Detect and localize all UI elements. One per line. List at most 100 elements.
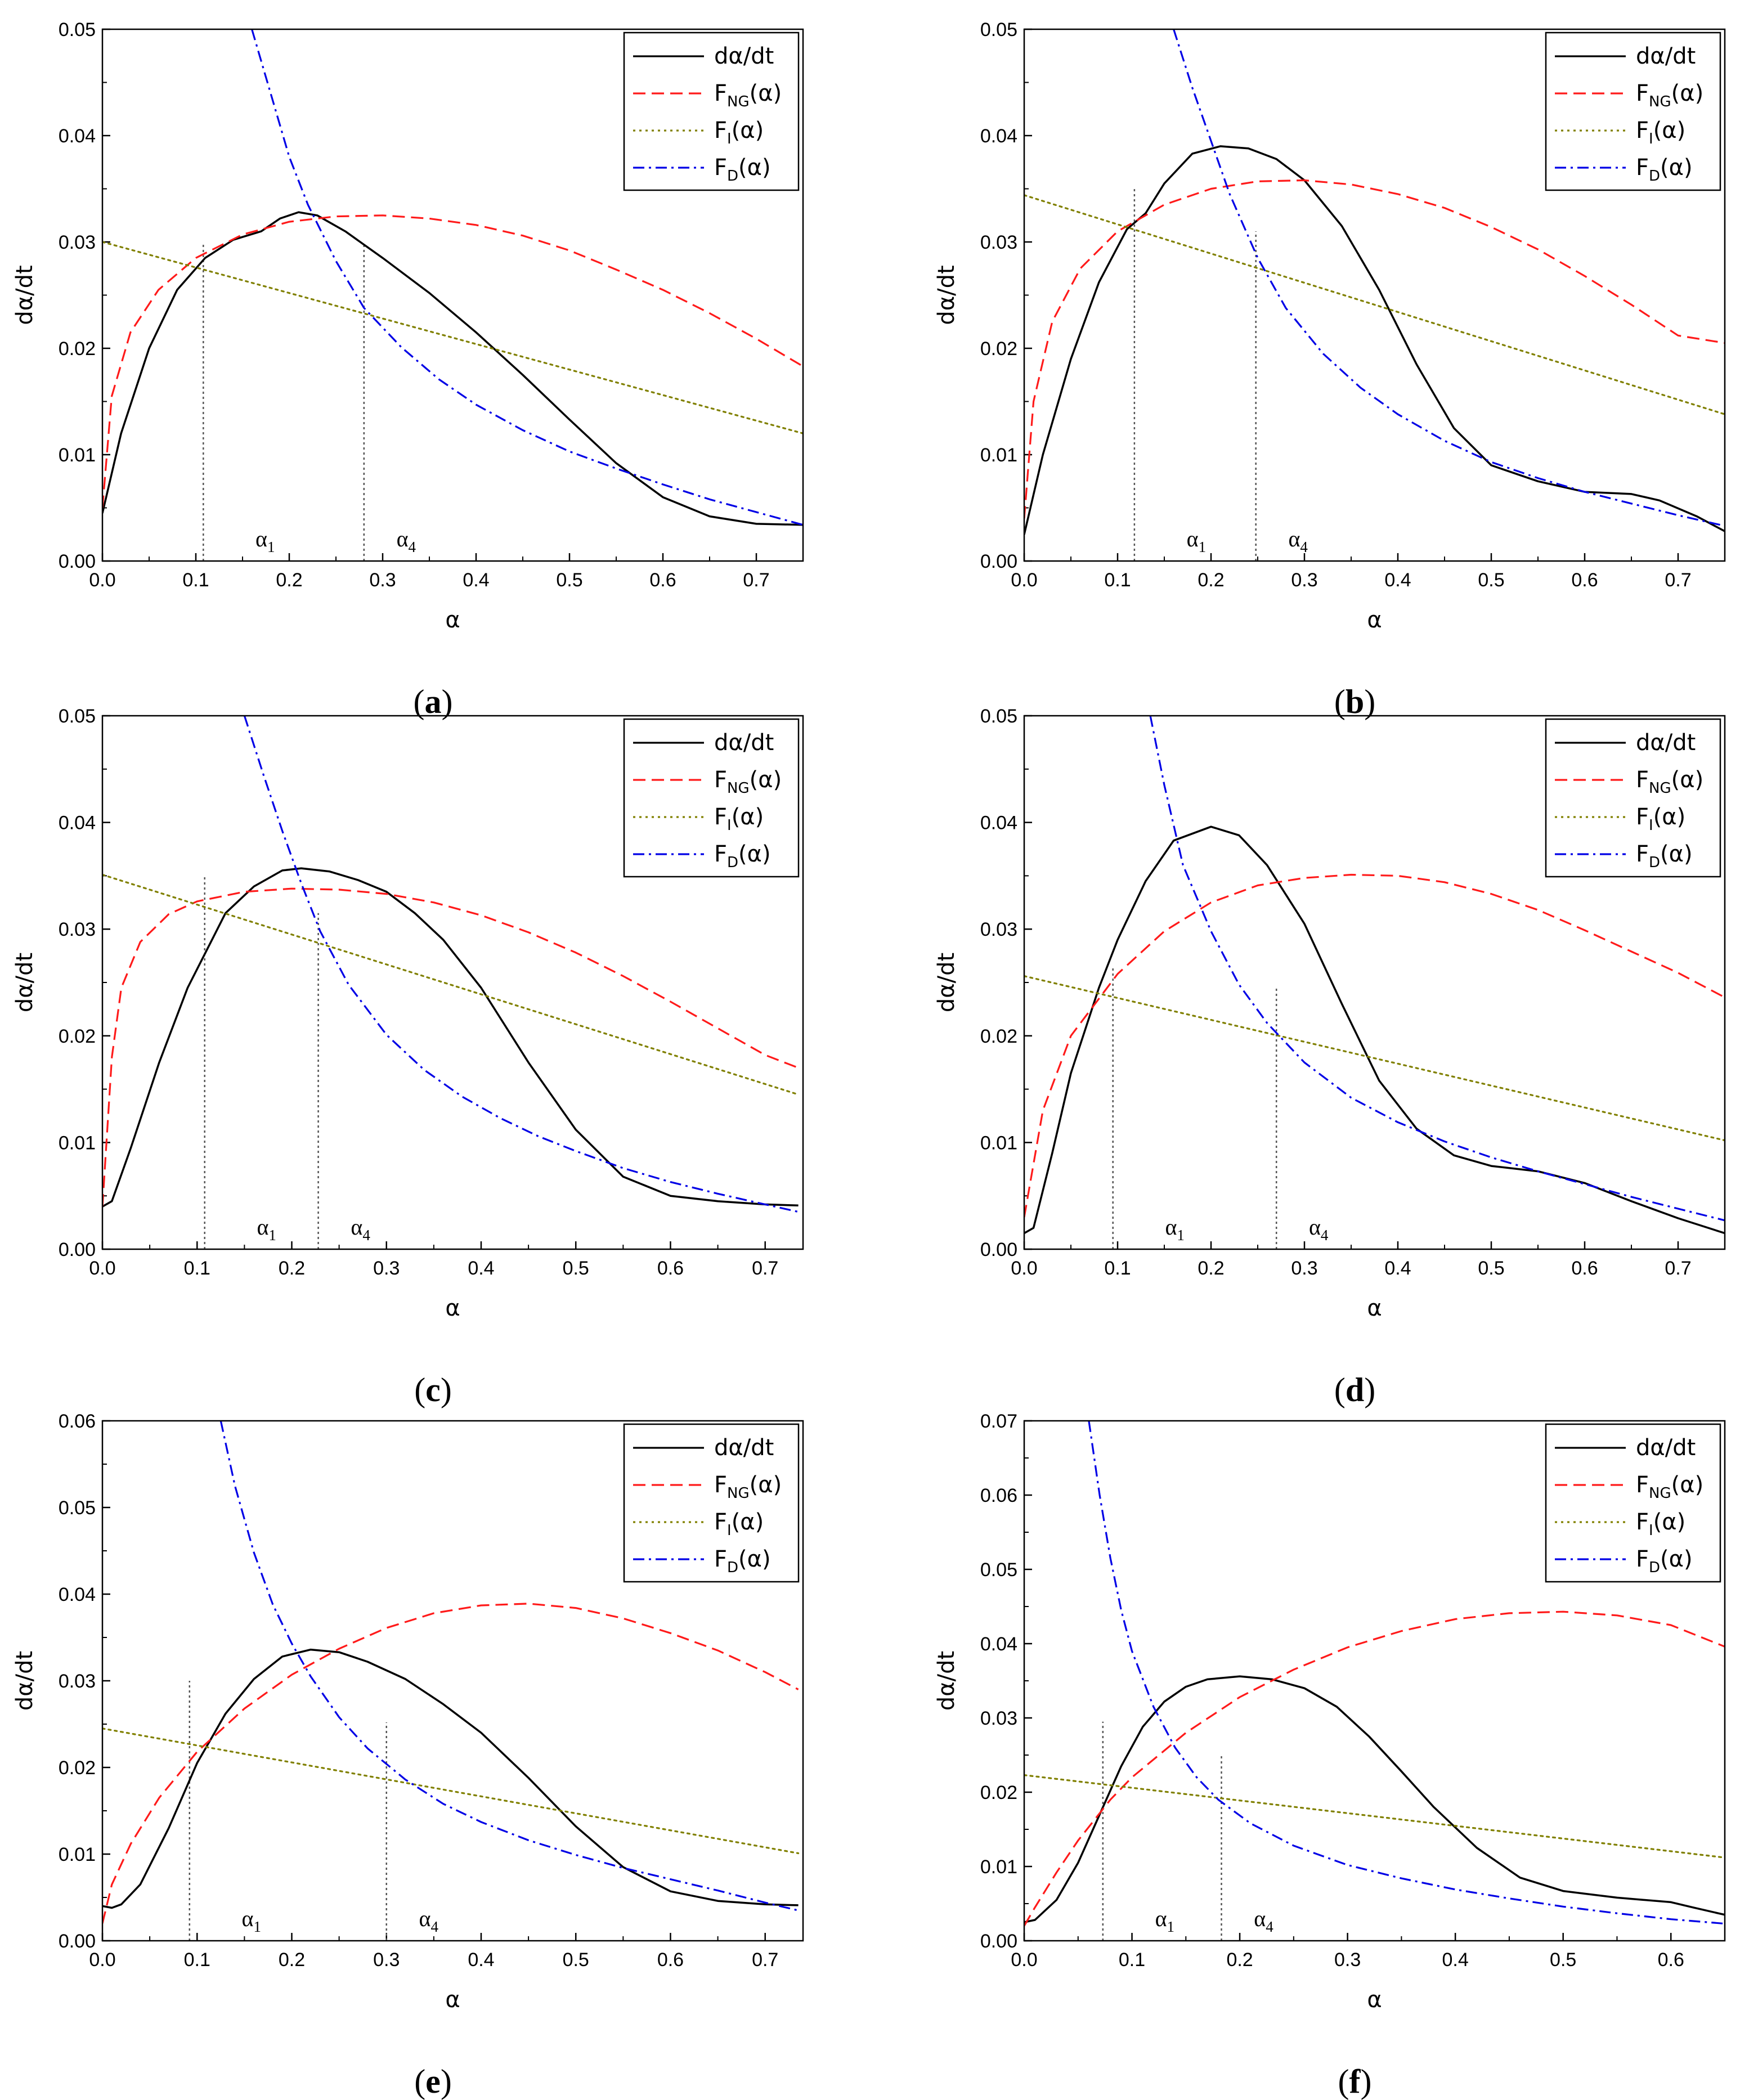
y-tick-label: 0.02 <box>59 338 96 360</box>
alpha4-label: α4 <box>351 1214 370 1244</box>
series-fng <box>102 1603 799 1924</box>
panel-label: (f) <box>1338 2063 1372 2100</box>
alpha1-label: α1 <box>1165 1214 1184 1244</box>
y-tick-label: 0.03 <box>980 919 1017 940</box>
x-tick-label: 0.0 <box>89 569 115 591</box>
panel-label: (b) <box>1334 683 1375 720</box>
x-tick-label: 0.6 <box>649 569 676 591</box>
series-fd <box>219 1421 799 1911</box>
y-tick-label: 0.04 <box>980 125 1017 147</box>
legend-label-dadt: dα/dt <box>714 1435 774 1461</box>
y-tick-label: 0.01 <box>980 1132 1017 1154</box>
x-axis-title: α <box>1367 1295 1382 1321</box>
series-fi <box>1024 194 1725 415</box>
x-tick-label: 0.0 <box>1011 1258 1037 1279</box>
alpha1-label: α1 <box>257 1214 276 1244</box>
legend-label-fd: FD(α) <box>714 1546 771 1576</box>
legend-label-fng: FNG(α) <box>714 767 782 797</box>
series-fng <box>1024 873 1725 1218</box>
x-tick-label: 0.7 <box>1665 1258 1691 1279</box>
x-axis-title: α <box>1367 1987 1382 2013</box>
x-tick-label: 0.5 <box>556 569 582 591</box>
x-tick-label: 0.0 <box>89 1949 115 1971</box>
series-group <box>1024 716 1725 1235</box>
panel-d: 0.0 0.1 0.2 0.3 0.4 0.5 0.6 0.7 0.00 0.01 0.02 0.03… <box>934 706 1726 1408</box>
x-axis-title: α <box>1367 607 1382 633</box>
y-tick-label: 0.00 <box>59 1931 96 1952</box>
series-dadt <box>1024 1675 1725 1923</box>
series-fng <box>102 214 803 508</box>
series-dadt <box>1024 145 1725 535</box>
series-fi <box>1024 975 1725 1142</box>
x-tick-label: 0.4 <box>468 1949 494 1971</box>
series-fi <box>102 241 803 434</box>
legend-box <box>1545 32 1721 191</box>
y-tick-label: 0.04 <box>980 813 1017 834</box>
y-tick-label: 0.05 <box>980 1559 1017 1581</box>
legend: dα/dt FNG(α) FI(α) FD(α) <box>623 718 800 878</box>
x-tick-label: 0.4 <box>463 569 489 591</box>
x-tick-label: 0.0 <box>1011 1949 1037 1971</box>
y-tick-label: 0.04 <box>59 125 96 147</box>
legend-label-fd: FD(α) <box>1636 841 1693 871</box>
y-tick-label: 0.03 <box>59 919 96 940</box>
alpha-markers <box>189 1681 387 1941</box>
x-tick-label: 0.3 <box>1334 1949 1361 1971</box>
alpha4-label: α4 <box>1288 526 1308 555</box>
legend-label-fi: FI(α) <box>1636 1509 1685 1539</box>
series-fng <box>1024 179 1725 519</box>
y-tick-label: 0.02 <box>980 338 1017 360</box>
panel-f: 0.0 0.1 0.2 0.3 0.4 0.5 0.6 0.00 0.01 0.02 0.03 0.0… <box>934 1411 1726 2100</box>
panel-label: (d) <box>1334 1371 1375 1408</box>
x-tick-label: 0.3 <box>1291 569 1317 591</box>
y-tick-label: 0.00 <box>59 1239 96 1260</box>
panel-c: 0.0 0.1 0.2 0.3 0.4 0.5 0.6 0.7 0.00 0.01 0.02 0.03… <box>12 706 804 1408</box>
series-group <box>102 1421 800 1924</box>
y-tick-label: 0.06 <box>59 1411 96 1432</box>
y-tick-label: 0.03 <box>59 1671 96 1692</box>
series-fd <box>251 29 803 526</box>
legend-label-fng: FNG(α) <box>1636 767 1703 797</box>
series-group <box>1024 29 1725 535</box>
series-group <box>1024 1421 1725 1927</box>
legend-box <box>1545 718 1721 878</box>
legend-label-fi: FI(α) <box>1636 118 1685 147</box>
x-tick-label: 0.2 <box>276 569 302 591</box>
axis-ticks: 0.0 0.1 0.2 0.3 0.4 0.5 0.6 0.7 0.00 0.01 0.02 0.03… <box>980 706 1692 1279</box>
panel-e: 0.0 0.1 0.2 0.3 0.4 0.5 0.6 0.7 0.00 0.01 0.02 0.03… <box>12 1411 804 2100</box>
y-tick-label: 0.01 <box>59 445 96 466</box>
panel-b: 0.0 0.1 0.2 0.3 0.4 0.5 0.6 0.7 0.00 0.01 0.02 0.03… <box>934 19 1726 720</box>
x-tick-label: 0.2 <box>1198 1258 1224 1279</box>
x-tick-label: 0.4 <box>1442 1949 1469 1971</box>
x-tick-label: 0.6 <box>1658 1949 1684 1971</box>
x-tick-label: 0.0 <box>1011 569 1037 591</box>
alpha1-label: α1 <box>1187 526 1206 555</box>
x-axis-title: α <box>445 1987 460 2013</box>
legend-box <box>1545 1423 1721 1583</box>
plot-frame <box>1023 28 1726 562</box>
legend-label-fng: FNG(α) <box>714 1472 782 1502</box>
x-axis-title: α <box>445 607 460 633</box>
x-tick-label: 0.7 <box>743 569 769 591</box>
y-tick-label: 0.06 <box>980 1485 1017 1506</box>
series-fng <box>102 887 799 1207</box>
series-dadt <box>102 1648 799 1909</box>
legend-label-fi: FI(α) <box>714 118 764 147</box>
y-tick-label: 0.01 <box>980 1856 1017 1878</box>
axis-ticks: 0.0 0.1 0.2 0.3 0.4 0.5 0.6 0.7 0.00 0.01 0.02 0.03… <box>980 19 1692 591</box>
y-tick-label: 0.07 <box>980 1411 1017 1432</box>
y-tick-label: 0.03 <box>980 1708 1017 1729</box>
y-tick-label: 0.00 <box>980 1931 1017 1952</box>
axis-ticks: 0.0 0.1 0.2 0.3 0.4 0.5 0.6 0.7 0.00 0.01 0.02 0.03… <box>59 706 779 1279</box>
legend-label-fng: FNG(α) <box>1636 1472 1703 1502</box>
x-tick-label: 0.6 <box>657 1258 684 1279</box>
alpha4-label: α4 <box>1254 1906 1273 1935</box>
series-group <box>102 716 800 1213</box>
series-fi <box>102 873 800 1096</box>
legend-label-fd: FD(α) <box>1636 1546 1693 1576</box>
legend-label-fd: FD(α) <box>714 841 771 871</box>
legend-label-fd: FD(α) <box>714 155 771 185</box>
panel-label: (a) <box>414 683 453 720</box>
x-tick-label: 0.0 <box>89 1258 115 1279</box>
